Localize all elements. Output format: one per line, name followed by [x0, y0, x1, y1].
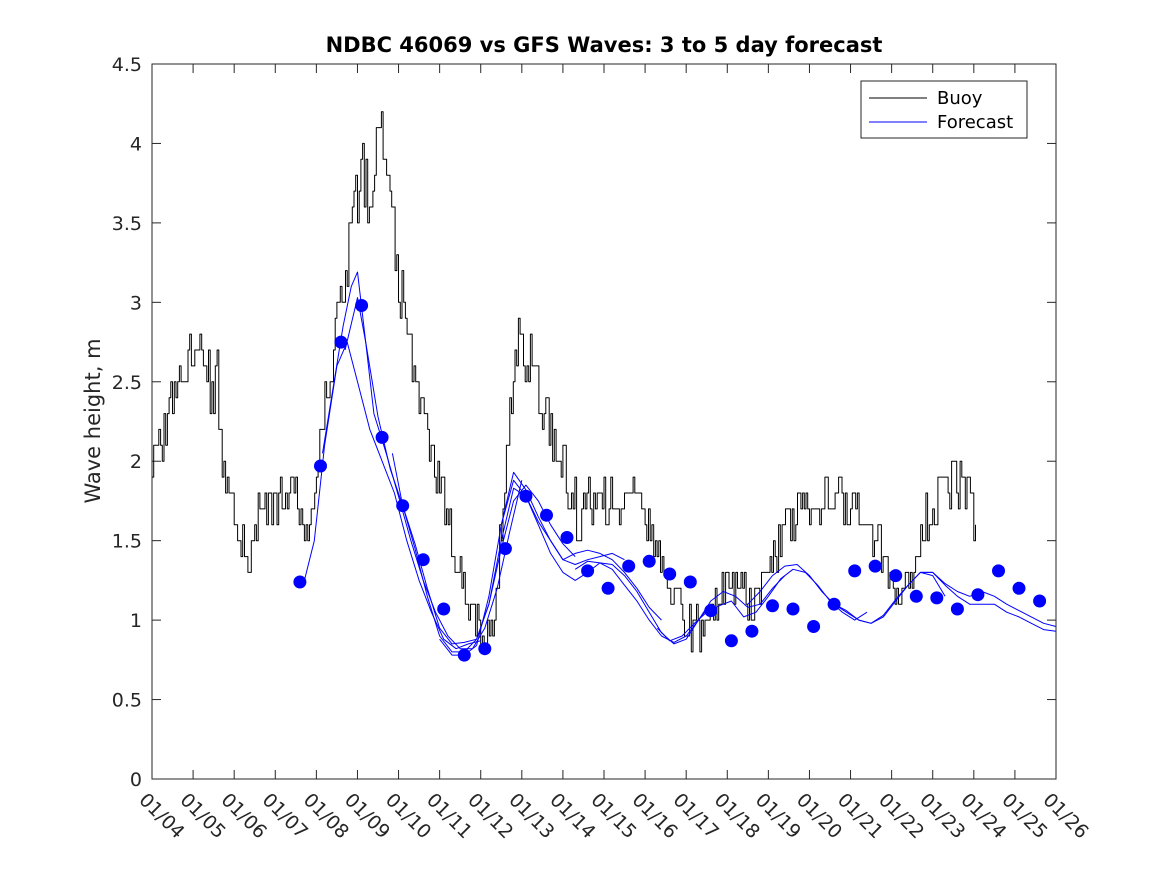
forecast-point: [909, 589, 923, 603]
forecast-point: [848, 564, 862, 578]
legend: Buoy Forecast: [860, 80, 1028, 139]
chart-title: NDBC 46069 vs GFS Waves: 3 to 5 day fore…: [326, 33, 883, 57]
legend-buoy-label: Buoy: [937, 88, 983, 109]
forecast-point: [314, 459, 327, 473]
forecast-point: [992, 564, 1005, 578]
forecast-run-line: [574, 560, 786, 643]
legend-forecast-label: Forecast: [937, 112, 1013, 133]
buoy-series-line: [152, 111, 976, 653]
forecast-point: [601, 581, 615, 595]
forecast-run-line: [920, 571, 1057, 627]
forecast-point: [724, 634, 738, 648]
forecast-point: [416, 553, 430, 567]
forecast-point: [293, 575, 307, 589]
forecast-point: [437, 602, 451, 616]
forecast-point: [889, 569, 903, 583]
forecast-point: [355, 299, 369, 312]
forecast-run-line: [322, 271, 523, 650]
forecast-point: [930, 591, 944, 605]
forecast-point: [971, 588, 985, 602]
forecast-point: [1033, 594, 1047, 608]
forecast-point: [519, 489, 533, 503]
forecast-point: [642, 554, 656, 568]
forecast-point: [786, 602, 800, 616]
y-tick-label: 1: [130, 610, 142, 632]
y-tick-label: 0: [130, 769, 142, 791]
y-tick-label: 3.5: [112, 213, 142, 235]
forecast-point: [478, 642, 492, 656]
y-tick-label: 2.5: [112, 372, 142, 394]
y-tick-label: 4.5: [112, 54, 142, 76]
forecast-run-line: [439, 471, 662, 656]
forecast-point: [683, 575, 697, 589]
legend-box: [860, 80, 1028, 139]
y-tick-label: 4: [130, 133, 142, 155]
forecast-point: [950, 602, 964, 616]
y-tick-label: 0.5: [112, 690, 142, 712]
plot-area: [151, 63, 1057, 780]
forecast-point: [581, 564, 595, 578]
forecast-point: [704, 604, 718, 618]
forecast-run-line: [344, 297, 576, 653]
forecast-point: [807, 620, 821, 633]
forecast-run-line: [500, 479, 712, 645]
series-layer: [152, 111, 1057, 662]
forecast-run-line: [833, 571, 1057, 632]
y-axis-label: Wave height, m: [81, 338, 105, 503]
forecast-point: [766, 599, 779, 613]
forecast-point: [622, 559, 636, 573]
forecast-point: [498, 542, 512, 556]
forecast-point: [334, 335, 348, 349]
forecast-point: [457, 648, 471, 662]
forecast-point: [1012, 581, 1026, 595]
forecast-point: [540, 508, 553, 522]
forecast-point: [560, 531, 574, 544]
forecast-run-line: [391, 453, 625, 645]
forecast-run-line: [303, 341, 481, 650]
y-tick-label: 1.5: [112, 531, 142, 553]
forecast-point: [375, 430, 389, 444]
forecast-point: [827, 597, 841, 611]
y-tick-label: 2: [130, 451, 142, 473]
forecast-point: [663, 567, 677, 581]
forecast-point: [868, 559, 882, 573]
forecast-point: [745, 624, 759, 638]
forecast-point: [396, 499, 410, 513]
y-axis: 0 0.5 1 1.5 2 2.5 3 3.5 4 4.5: [112, 54, 1056, 791]
y-tick-label: 3: [130, 292, 142, 314]
